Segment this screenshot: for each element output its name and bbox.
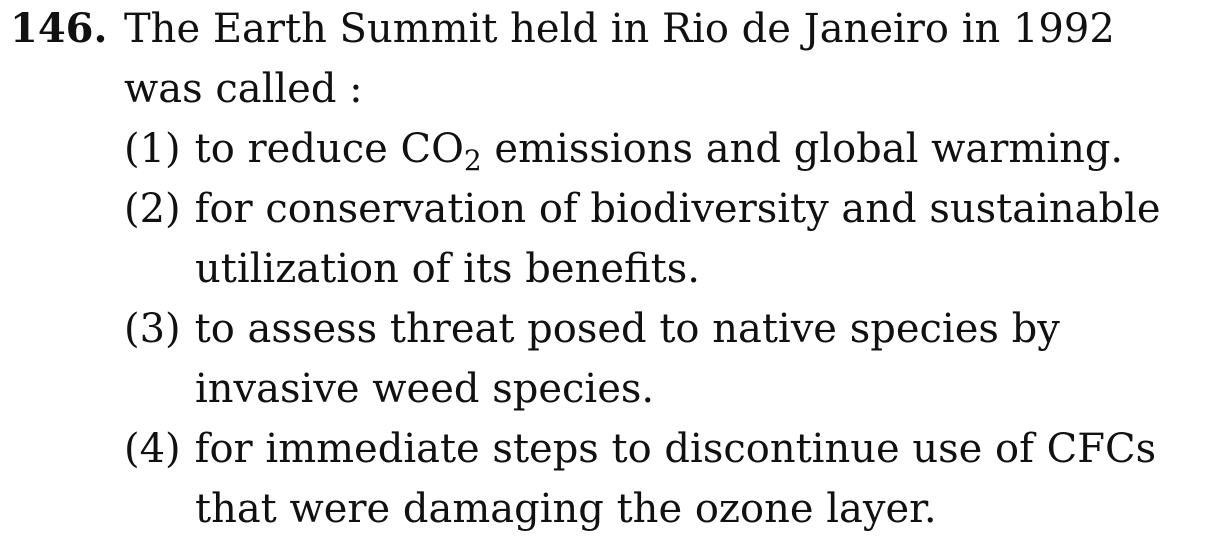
option-1-text-pre: to reduce CO	[194, 126, 464, 172]
option-3: (3) to assess threat posed to native spec…	[124, 306, 1060, 352]
option-3-line-1: to assess threat posed to native species…	[194, 306, 1060, 352]
option-1: (1) to reduce CO2 emissions and global wa…	[124, 126, 1123, 184]
option-3-label: (3)	[124, 306, 181, 352]
option-1-subscript: 2	[463, 144, 482, 177]
option-4: (4) for immediate steps to discontinue us…	[124, 426, 1156, 472]
question-stem-line-2: was called :	[124, 66, 363, 112]
option-4-label: (4)	[124, 426, 181, 472]
option-3-line-2: invasive weed species.	[195, 366, 655, 412]
question-number: 146.	[10, 5, 108, 52]
option-2-line-1: for conservation of biodiversity and sus…	[194, 186, 1161, 232]
option-2: (2) for conservation of biodiversity and …	[124, 186, 1161, 232]
option-1-label: (1)	[124, 126, 181, 172]
option-2-line-2: utilization of its benefits.	[195, 246, 700, 292]
option-1-text-post: emissions and global warming.	[481, 126, 1124, 172]
option-4-line-1: for immediate steps to discontinue use o…	[194, 426, 1157, 472]
option-4-line-2: that were damaging the ozone layer.	[195, 486, 937, 532]
option-2-label: (2)	[124, 186, 181, 232]
question-stem-line-1: The Earth Summit held in Rio de Janeiro …	[124, 6, 1115, 52]
